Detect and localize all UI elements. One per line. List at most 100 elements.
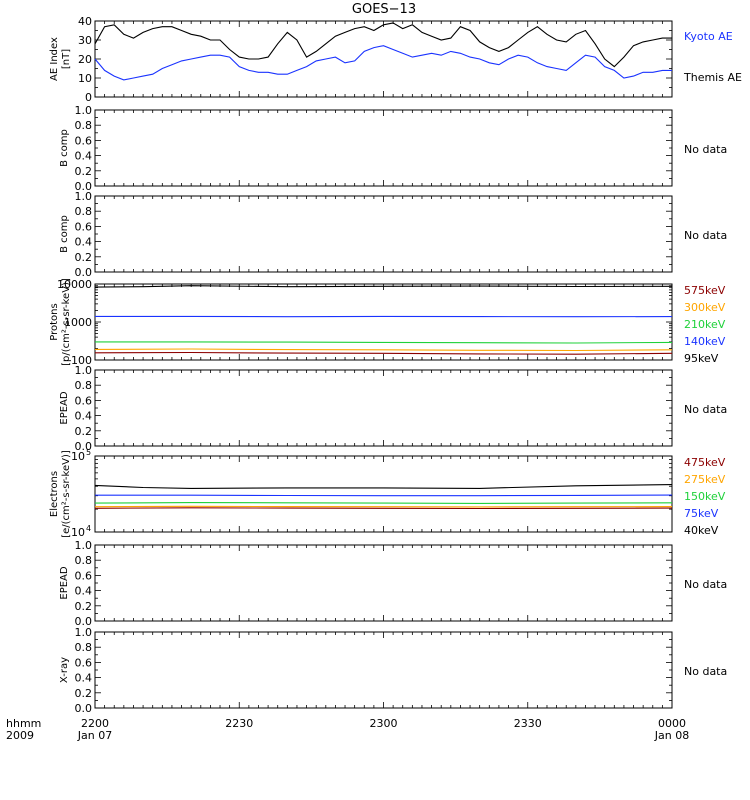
series-line bbox=[94, 505, 673, 508]
y-tick-label: 10 bbox=[71, 450, 85, 463]
legend-entry: 95keV bbox=[684, 352, 719, 365]
no-data-label: No data bbox=[684, 229, 727, 242]
x-tick-label: 2300 bbox=[370, 717, 398, 730]
legend-entry: 75keV bbox=[684, 507, 719, 520]
y-tick-label: 0.2 bbox=[75, 165, 93, 178]
panel-frame bbox=[94, 631, 673, 709]
y-tick-label: 0.4 bbox=[75, 672, 93, 685]
y-tick-label: 1.0 bbox=[75, 190, 93, 203]
y-tick-label: 0.2 bbox=[75, 251, 93, 264]
panel-ylabel: B comp bbox=[59, 129, 70, 167]
date-label: Jan 08 bbox=[654, 729, 689, 742]
panel-frame bbox=[94, 455, 673, 533]
panel-2: 0.0 0.2 0.4 0.6 0.8 1.0 B comp No data bbox=[59, 190, 727, 279]
date-label: Jan 07 bbox=[77, 729, 112, 742]
series-line bbox=[94, 45, 672, 81]
panel-3: 100 1000 10000 Protons [p/(cm²-s-sr-keV)] 575… bbox=[49, 278, 726, 367]
y-tick-label: 100 bbox=[71, 354, 92, 367]
y-tick-exponent: 5 bbox=[86, 448, 91, 457]
legend-entry: 140keV bbox=[684, 335, 726, 348]
y-tick-exponent: 4 bbox=[86, 524, 91, 533]
panel-6: 0.0 0.2 0.4 0.6 0.8 1.0 EPEAD No data bbox=[59, 539, 727, 628]
panel-frame bbox=[94, 20, 673, 98]
y-tick-label: 10 bbox=[71, 526, 85, 539]
panel-4: 0.0 0.2 0.4 0.6 0.8 1.0 EPEAD No data bbox=[59, 364, 727, 453]
y-tick-label: 0.6 bbox=[75, 220, 93, 233]
panel-ylabel: EPEAD bbox=[59, 391, 70, 425]
series-line bbox=[94, 348, 673, 352]
x-tick-label: 2230 bbox=[225, 717, 253, 730]
y-tick-label: 0.6 bbox=[75, 656, 93, 669]
panel-ylabel: Protons bbox=[49, 303, 60, 340]
legend-entry: Kyoto AE bbox=[684, 30, 733, 43]
y-tick-label: 0.4 bbox=[75, 236, 93, 249]
series-line bbox=[95, 341, 673, 344]
y-tick-label: 0.4 bbox=[75, 410, 93, 423]
panel-ylabel: B comp bbox=[59, 215, 70, 253]
legend-entry: 575keV bbox=[684, 284, 726, 297]
y-tick-label: 0.2 bbox=[75, 425, 93, 438]
series-line bbox=[95, 494, 673, 497]
panel-7: 0.0 0.2 0.4 0.6 0.8 1.0 X-ray No data bbox=[59, 626, 727, 715]
y-tick-label: 0.2 bbox=[75, 687, 93, 700]
y-tick-label: 1.0 bbox=[75, 626, 93, 639]
y-tick-label: 0.8 bbox=[75, 554, 93, 567]
legend-entry: 210keV bbox=[684, 318, 726, 331]
time-row-label: hhmm bbox=[6, 717, 41, 730]
panels-layer: 0 10 20 30 40 AE Index [nT] Kyoto AE Themis AE 0.… bbox=[49, 15, 742, 715]
y-tick-label: 0.6 bbox=[75, 394, 93, 407]
y-tick-label: 1.0 bbox=[75, 104, 93, 117]
y-tick-label: 1.0 bbox=[75, 539, 93, 552]
plot-title: GOES−13 bbox=[352, 2, 416, 17]
y-tick-label: 0.8 bbox=[75, 641, 93, 654]
y-tick-label: 0.2 bbox=[75, 600, 93, 613]
series-line bbox=[94, 507, 673, 510]
series-line bbox=[94, 22, 672, 68]
y-tick-label: 0.6 bbox=[75, 569, 93, 582]
y-tick-label: 40 bbox=[78, 15, 92, 28]
panel-ylabel: [p/(cm²-s-sr-keV)] bbox=[61, 278, 72, 366]
y-tick-label: 0.8 bbox=[75, 379, 93, 392]
y-tick-label: 0.0 bbox=[75, 266, 93, 279]
no-data-label: No data bbox=[684, 143, 727, 156]
y-tick-label: 1.0 bbox=[75, 364, 93, 377]
panel-frame bbox=[94, 195, 673, 273]
panel-ylabel: AE Index bbox=[49, 37, 60, 81]
panel-frame bbox=[94, 369, 673, 447]
no-data-label: No data bbox=[684, 578, 727, 591]
time-axis: hhmm 2009 2200 2230 2300 2330 0000 Jan 07 Jan … bbox=[6, 717, 689, 742]
panel-1: 0.0 0.2 0.4 0.6 0.8 1.0 B comp No data bbox=[59, 104, 727, 193]
y-tick-label: 0.4 bbox=[75, 585, 93, 598]
y-tick-label: 0.0 bbox=[75, 615, 93, 628]
legend-entry: 150keV bbox=[684, 490, 726, 503]
legend-entry: 300keV bbox=[684, 301, 726, 314]
no-data-label: No data bbox=[684, 665, 727, 678]
legend-entry: 275keV bbox=[684, 473, 726, 486]
series-line bbox=[94, 484, 673, 489]
panel-frame bbox=[94, 109, 673, 187]
year-label: 2009 bbox=[6, 729, 34, 742]
series-line bbox=[94, 351, 673, 355]
y-tick-label: 0.8 bbox=[75, 119, 93, 132]
panel-ylabel: [e/(cm²-s-sr-keV)] bbox=[61, 450, 72, 538]
series-line bbox=[94, 285, 673, 288]
y-tick-label: 0.4 bbox=[75, 150, 93, 163]
x-tick-label: 2330 bbox=[514, 717, 542, 730]
panel-ylabel: X-ray bbox=[59, 657, 70, 683]
y-tick-label: 20 bbox=[78, 53, 92, 66]
no-data-label: No data bbox=[684, 403, 727, 416]
legend-entry: Themis AE bbox=[683, 71, 742, 84]
series-line bbox=[94, 502, 673, 504]
y-tick-label: 0.6 bbox=[75, 134, 93, 147]
panel-ylabel: [nT] bbox=[61, 49, 72, 69]
y-tick-label: 0.8 bbox=[75, 205, 93, 218]
y-tick-label: 0.0 bbox=[75, 180, 93, 193]
panel-ylabel: EPEAD bbox=[59, 566, 70, 600]
panel-ylabel: Electrons bbox=[49, 471, 60, 517]
legend-entry: 40keV bbox=[684, 524, 719, 537]
x-tick-label: 0000 bbox=[658, 717, 686, 730]
y-tick-label: 10000 bbox=[57, 278, 92, 291]
panel-0: 0 10 20 30 40 AE Index [nT] Kyoto AE Themis AE bbox=[49, 15, 742, 104]
